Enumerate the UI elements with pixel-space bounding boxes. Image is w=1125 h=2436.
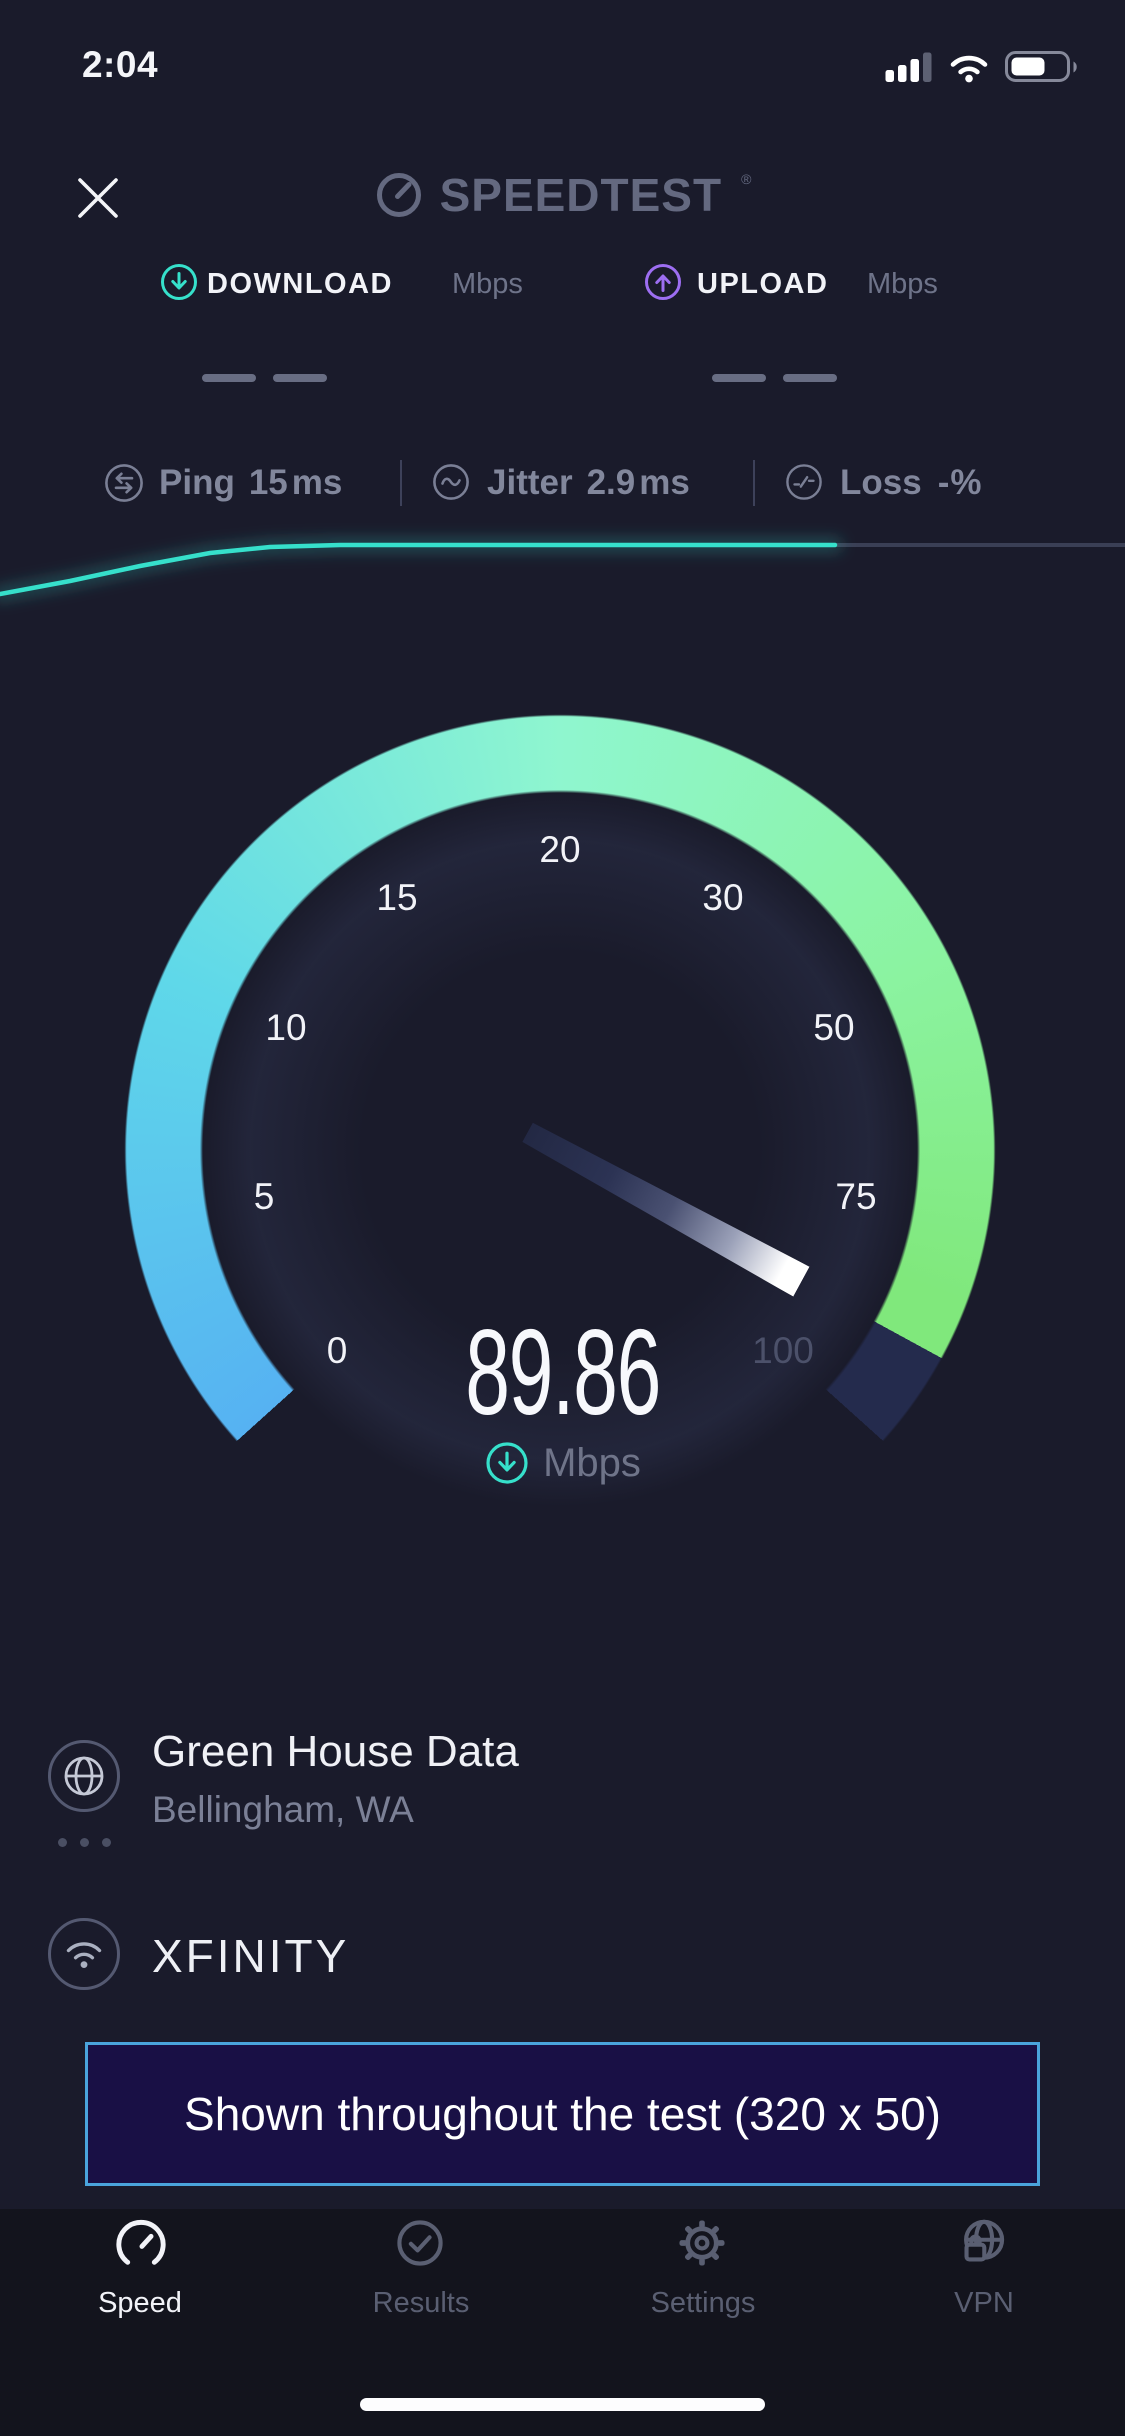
cellular-signal-icon	[885, 51, 933, 83]
loss-unit: %	[950, 463, 982, 502]
tab-speed[interactable]: Speed	[50, 2209, 230, 2320]
download-label: DOWNLOAD	[207, 268, 393, 300]
server-more-ellipsis	[58, 1838, 111, 1847]
upload-circle-icon	[643, 262, 683, 302]
ping-stat: Ping 15 ms	[103, 458, 342, 508]
tab-vpn[interactable]: VPN	[894, 2209, 1074, 2320]
tab-results-label: Results	[372, 2287, 470, 2319]
ping-value: 15	[248, 463, 288, 502]
current-speed-unit-row: Mbps	[0, 1440, 1125, 1486]
jitter-stat: Jitter 2.9 ms	[431, 458, 690, 508]
upload-label: UPLOAD	[697, 268, 829, 300]
jitter-unit: ms	[639, 463, 690, 502]
stat-divider	[753, 460, 755, 506]
tab-vpn-label: VPN	[954, 2287, 1014, 2319]
logo-text: SPEEDTEST	[439, 169, 723, 221]
loss-icon	[784, 462, 826, 504]
gauge-icon	[113, 2217, 167, 2271]
gauge-tick-label: 5	[253, 1176, 275, 1217]
isp-name[interactable]: XFINITY	[152, 1930, 350, 1982]
gauge-tick-label: 15	[376, 877, 418, 918]
download-circle-icon	[484, 1440, 530, 1486]
loss-label: Loss	[840, 463, 922, 502]
gauge-tick-label: 20	[539, 829, 581, 870]
gauge-tick-label: 30	[702, 877, 744, 918]
ad-banner-text: Shown throughout the test (320 x 50)	[184, 2088, 941, 2140]
logo-trademark: ®	[741, 171, 752, 187]
status-icons	[885, 50, 1083, 84]
ping-label: Ping	[159, 463, 235, 502]
status-time: 2:04	[81, 44, 159, 85]
gauge-tick-label: 50	[813, 1007, 855, 1048]
server-badge[interactable]	[48, 1740, 120, 1812]
speedtest-logo: SPEEDTEST ®	[0, 168, 1125, 222]
home-indicator[interactable]	[360, 2398, 765, 2411]
gauge-tick-label: 75	[835, 1176, 877, 1217]
globe-icon	[62, 1754, 106, 1798]
jitter-label: Jitter	[487, 463, 573, 502]
loss-stat: Loss - %	[784, 458, 981, 508]
download-value-placeholder	[202, 374, 327, 382]
gear-icon	[676, 2217, 730, 2271]
speedtest-logo-icon	[374, 170, 424, 220]
battery-icon	[1005, 50, 1083, 84]
tab-settings-label: Settings	[650, 2287, 756, 2319]
gauge-tick-label: 0	[326, 1330, 348, 1371]
tab-settings[interactable]: Settings	[613, 2209, 793, 2320]
ping-icon	[103, 462, 145, 504]
check-circle-icon	[394, 2217, 448, 2271]
download-unit: Mbps	[452, 268, 523, 300]
loss-value: -	[937, 463, 950, 502]
tab-speed-label: Speed	[98, 2287, 182, 2319]
ad-banner[interactable]: Shown throughout the test (320 x 50)	[85, 2042, 1040, 2186]
jitter-value: 2.9	[586, 463, 636, 502]
globe-lock-icon	[957, 2217, 1011, 2271]
wifi-icon	[947, 51, 991, 83]
gauge-tick-label: 100	[752, 1330, 814, 1371]
upload-unit: Mbps	[867, 268, 938, 300]
close-icon	[78, 178, 118, 218]
tab-results[interactable]: Results	[331, 2209, 511, 2320]
gauge-tick-label: 10	[265, 1007, 307, 1048]
server-location: Bellingham, WA	[152, 1789, 414, 1830]
jitter-icon	[431, 462, 473, 504]
ping-unit: ms	[291, 463, 343, 502]
server-name[interactable]: Green House Data	[152, 1727, 519, 1776]
stat-divider	[400, 460, 402, 506]
download-circle-icon	[159, 262, 199, 302]
upload-value-placeholder	[712, 374, 837, 382]
sparkline-line	[0, 542, 838, 597]
close-button[interactable]	[72, 172, 124, 224]
current-speed-value: 89.86	[465, 1304, 661, 1440]
wifi-icon	[63, 1937, 105, 1971]
current-speed-unit: Mbps	[543, 1440, 641, 1485]
isp-badge[interactable]	[48, 1918, 120, 1990]
